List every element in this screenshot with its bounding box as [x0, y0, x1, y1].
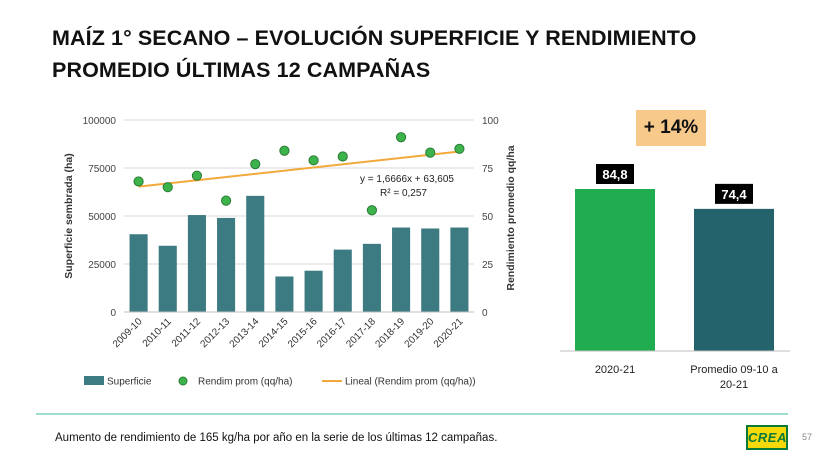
legend-label-rendimiento: Rendim prom (qq/ha) — [198, 377, 292, 388]
marker-rendimiento — [454, 143, 465, 154]
marker-rendimiento — [425, 147, 436, 158]
bar-superficie — [275, 276, 294, 312]
bar-superficie — [421, 228, 440, 312]
y2-tick-label: 75 — [482, 164, 494, 175]
bar-superficie — [450, 227, 469, 312]
y2-tick-label: 25 — [482, 260, 494, 271]
marker-rendimiento — [366, 205, 378, 216]
bar-superficie — [158, 245, 177, 312]
trend-r2: R² = 0,257 — [380, 188, 427, 199]
x-tick-label: 2011-12 — [170, 316, 204, 350]
y2-tick-label: 50 — [482, 212, 494, 223]
bar-superficie — [217, 217, 236, 312]
x-tick-label: 2014-15 — [257, 316, 291, 350]
slide-title: MAÍZ 1° SECANO – EVOLUCIÓN SUPERFICIE Y … — [52, 22, 792, 86]
x-tick-label: 2019-20 — [403, 316, 437, 350]
footer-note: Aumento de rendimiento de 165 kg/ha por … — [55, 432, 498, 444]
x-tick-label: 2013-14 — [228, 316, 262, 350]
marker-rendimiento — [279, 145, 290, 156]
x-tick-label: 2009-10 — [111, 316, 145, 350]
legend-swatch-superficie — [84, 376, 104, 385]
comparison-category-label: 20-21 — [720, 379, 748, 391]
y-tick-label: 0 — [110, 308, 116, 319]
y-tick-label: 100000 — [83, 116, 117, 127]
slide-title-line2: PROMEDIO ÚLTIMAS 12 CAMPAÑAS — [52, 58, 431, 82]
legend-label-trend: Lineal (Rendim prom (qq/ha)) — [345, 377, 476, 388]
y2-axis-title: Rendimiento promedio qq/ha — [505, 145, 517, 290]
slide-title-line1: MAÍZ 1° SECANO – EVOLUCIÓN SUPERFICIE Y … — [52, 26, 697, 50]
marker-rendimiento — [308, 155, 319, 166]
comparison-bar — [575, 189, 655, 351]
comparison-value-box — [715, 183, 753, 204]
bar-superficie — [362, 243, 381, 312]
marker-rendimiento — [133, 176, 144, 187]
x-tick-label: 2017-18 — [344, 316, 378, 350]
y-tick-label: 50000 — [88, 212, 116, 223]
trend-line — [138, 150, 460, 188]
x-tick-label: 2018-19 — [373, 316, 407, 350]
comparison-bar — [694, 208, 774, 351]
bar-superficie — [333, 249, 352, 312]
footer-divider — [36, 413, 788, 415]
comparison-category-label: Promedio 09-10 a — [690, 364, 778, 376]
marker-rendimiento — [162, 182, 173, 193]
y-tick-label: 25000 — [88, 260, 116, 271]
marker-rendimiento — [220, 195, 232, 206]
percent-change-badge: + 14% — [636, 110, 706, 146]
x-tick-label: 2012-13 — [198, 316, 232, 350]
x-tick-label: 2020-21 — [432, 316, 466, 350]
legend-label-superficie: Superficie — [107, 377, 152, 388]
comparison-value-label: 84,8 — [602, 167, 627, 182]
x-tick-label: 2010-11 — [141, 316, 175, 350]
marker-rendimiento — [395, 132, 407, 143]
bar-superficie — [392, 227, 411, 312]
y-tick-label: 75000 — [88, 164, 116, 175]
marker-rendimiento — [191, 170, 203, 181]
bar-superficie — [187, 215, 206, 312]
bar-superficie — [246, 195, 265, 312]
crea-logo: CREA — [746, 425, 788, 450]
y2-tick-label: 0 — [482, 308, 488, 319]
comparison-category-label: 2020-21 — [595, 364, 635, 376]
marker-rendimiento — [250, 159, 261, 170]
page-number: 57 — [802, 432, 813, 442]
bar-superficie — [304, 270, 323, 312]
y2-tick-label: 100 — [482, 116, 499, 127]
comparison-value-label: 74,4 — [721, 187, 747, 202]
y-axis-title: Superficie sembrada (ha) — [63, 153, 75, 278]
trend-equation: y = 1,6666x + 63,605 — [360, 174, 454, 185]
marker-rendimiento — [337, 151, 348, 162]
legend-marker-rendimiento — [178, 376, 188, 386]
x-tick-label: 2015-16 — [286, 316, 320, 350]
comparison-value-box — [596, 164, 634, 184]
x-tick-label: 2016-17 — [315, 316, 349, 350]
bar-superficie — [129, 234, 148, 312]
